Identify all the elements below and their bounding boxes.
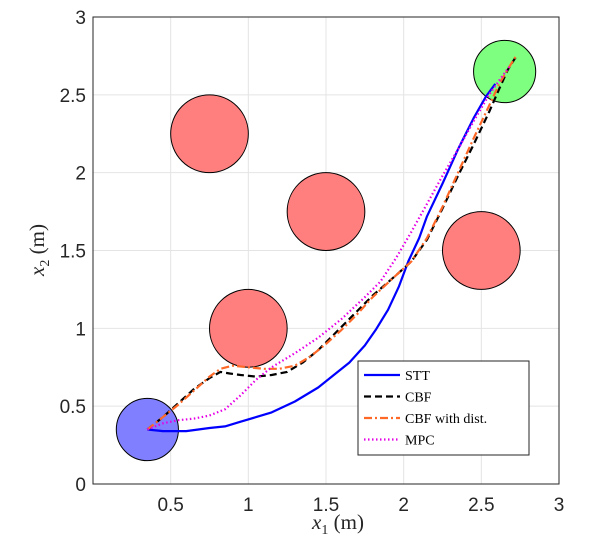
y-tick-label-0: 0 [75, 475, 86, 496]
plot-frame [92, 16, 560, 485]
obstacle-3 [209, 288, 288, 368]
legend-label-cbf: CBF [405, 391, 432, 406]
obstacles [170, 94, 521, 368]
obstacle-1 [170, 94, 249, 174]
y-tick-label-4: 2 [75, 164, 86, 185]
regions [115, 39, 537, 462]
legend-box [357, 360, 530, 456]
legend-label-cbf-with-dist-: CBF with dist. [405, 412, 487, 427]
goal-region [473, 39, 537, 104]
x-tick-label-3: 2 [398, 495, 409, 516]
series-line-stt [147, 83, 497, 433]
y-tick-label-5: 2.5 [60, 86, 86, 107]
series-line-mpc [146, 66, 511, 431]
series-line-cbf-with-dist- [146, 53, 519, 431]
obstacle-4 [442, 211, 521, 290]
series-lines [146, 53, 519, 433]
x-tick-label-1: 1 [243, 495, 254, 516]
legend-label-stt: STT [405, 369, 430, 384]
x-axis-label: x1 (m) [311, 510, 364, 538]
x-tick-label-5: 3 [554, 495, 565, 516]
y-tick-label-6: 3 [75, 8, 86, 29]
start-region [115, 397, 179, 462]
y-tick-label-1: 0.5 [60, 397, 86, 418]
x-tick-label-2: 1.5 [313, 495, 339, 516]
x-tick-label-4: 2.5 [468, 495, 494, 516]
y-tick-label-3: 1.5 [60, 242, 86, 263]
legend-label-mpc: MPC [405, 434, 435, 449]
y-tick-label-2: 1 [75, 319, 86, 340]
series-line-cbf [146, 56, 517, 431]
tick-labels: 0.5 1 1.5 2 2.5 3 0 0.5 1 1.5 2 2.5 3 [60, 8, 565, 516]
x-tick-label-0: 0.5 [157, 495, 183, 516]
y-axis-label: x2 (m) [25, 224, 53, 277]
obstacle-2 [286, 172, 366, 251]
legend: STT CBF CBF with dist. MPC [357, 360, 530, 456]
